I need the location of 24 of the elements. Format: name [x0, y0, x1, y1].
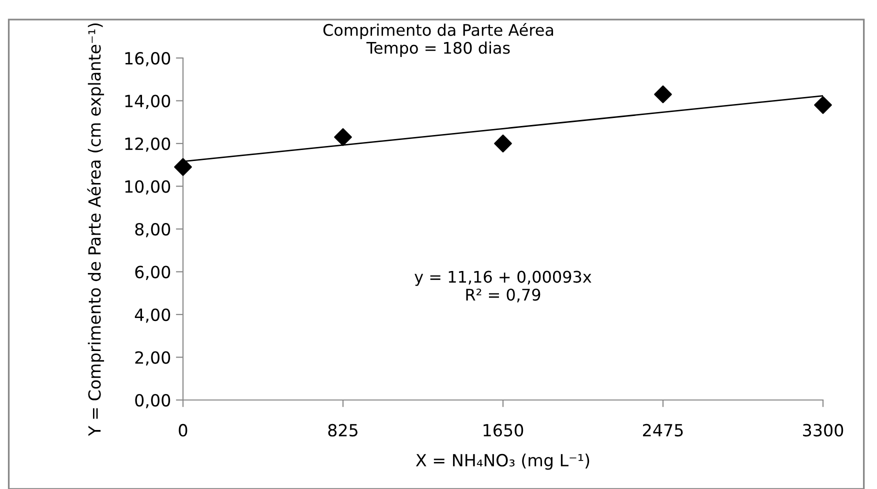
y-tick-label: 6,00	[135, 266, 170, 280]
point	[334, 128, 352, 146]
y-tick-label: 12,00	[125, 137, 170, 152]
x-tick-label: 0	[178, 424, 188, 437]
y-tick-label: 4,00	[134, 308, 170, 323]
x-tick-label: 2475	[643, 424, 683, 437]
point	[654, 85, 672, 104]
x-tick-label: 825	[328, 424, 358, 437]
point	[814, 96, 832, 114]
y-tick-label: 8,00	[135, 222, 170, 238]
y-tick-label: 16,00	[125, 52, 170, 66]
point	[494, 134, 512, 152]
chart-subtitle: Tempo = 180 dias	[366, 42, 510, 57]
y-tick-label: 0,00	[135, 394, 170, 408]
annotation: y = 11,16 + 0,00093x R² = 0,79	[414, 270, 592, 302]
x-axis-title: X = NH₄NO₃ (mg L⁻¹)	[416, 454, 590, 470]
chart-title: Comprimento da Parte Aérea	[323, 23, 554, 40]
point	[174, 158, 192, 176]
y-axis-title: Y = Comprimento de Parte Aérea (cm explante⁻¹)	[87, 23, 104, 436]
y-tick-label: 10,00	[125, 180, 170, 195]
y-tick-label: 2,00	[135, 351, 170, 366]
y-tick-label: 14,00	[125, 94, 170, 110]
x-tick-label: 1650	[484, 424, 524, 437]
x-tick-label: 3300	[803, 424, 844, 437]
